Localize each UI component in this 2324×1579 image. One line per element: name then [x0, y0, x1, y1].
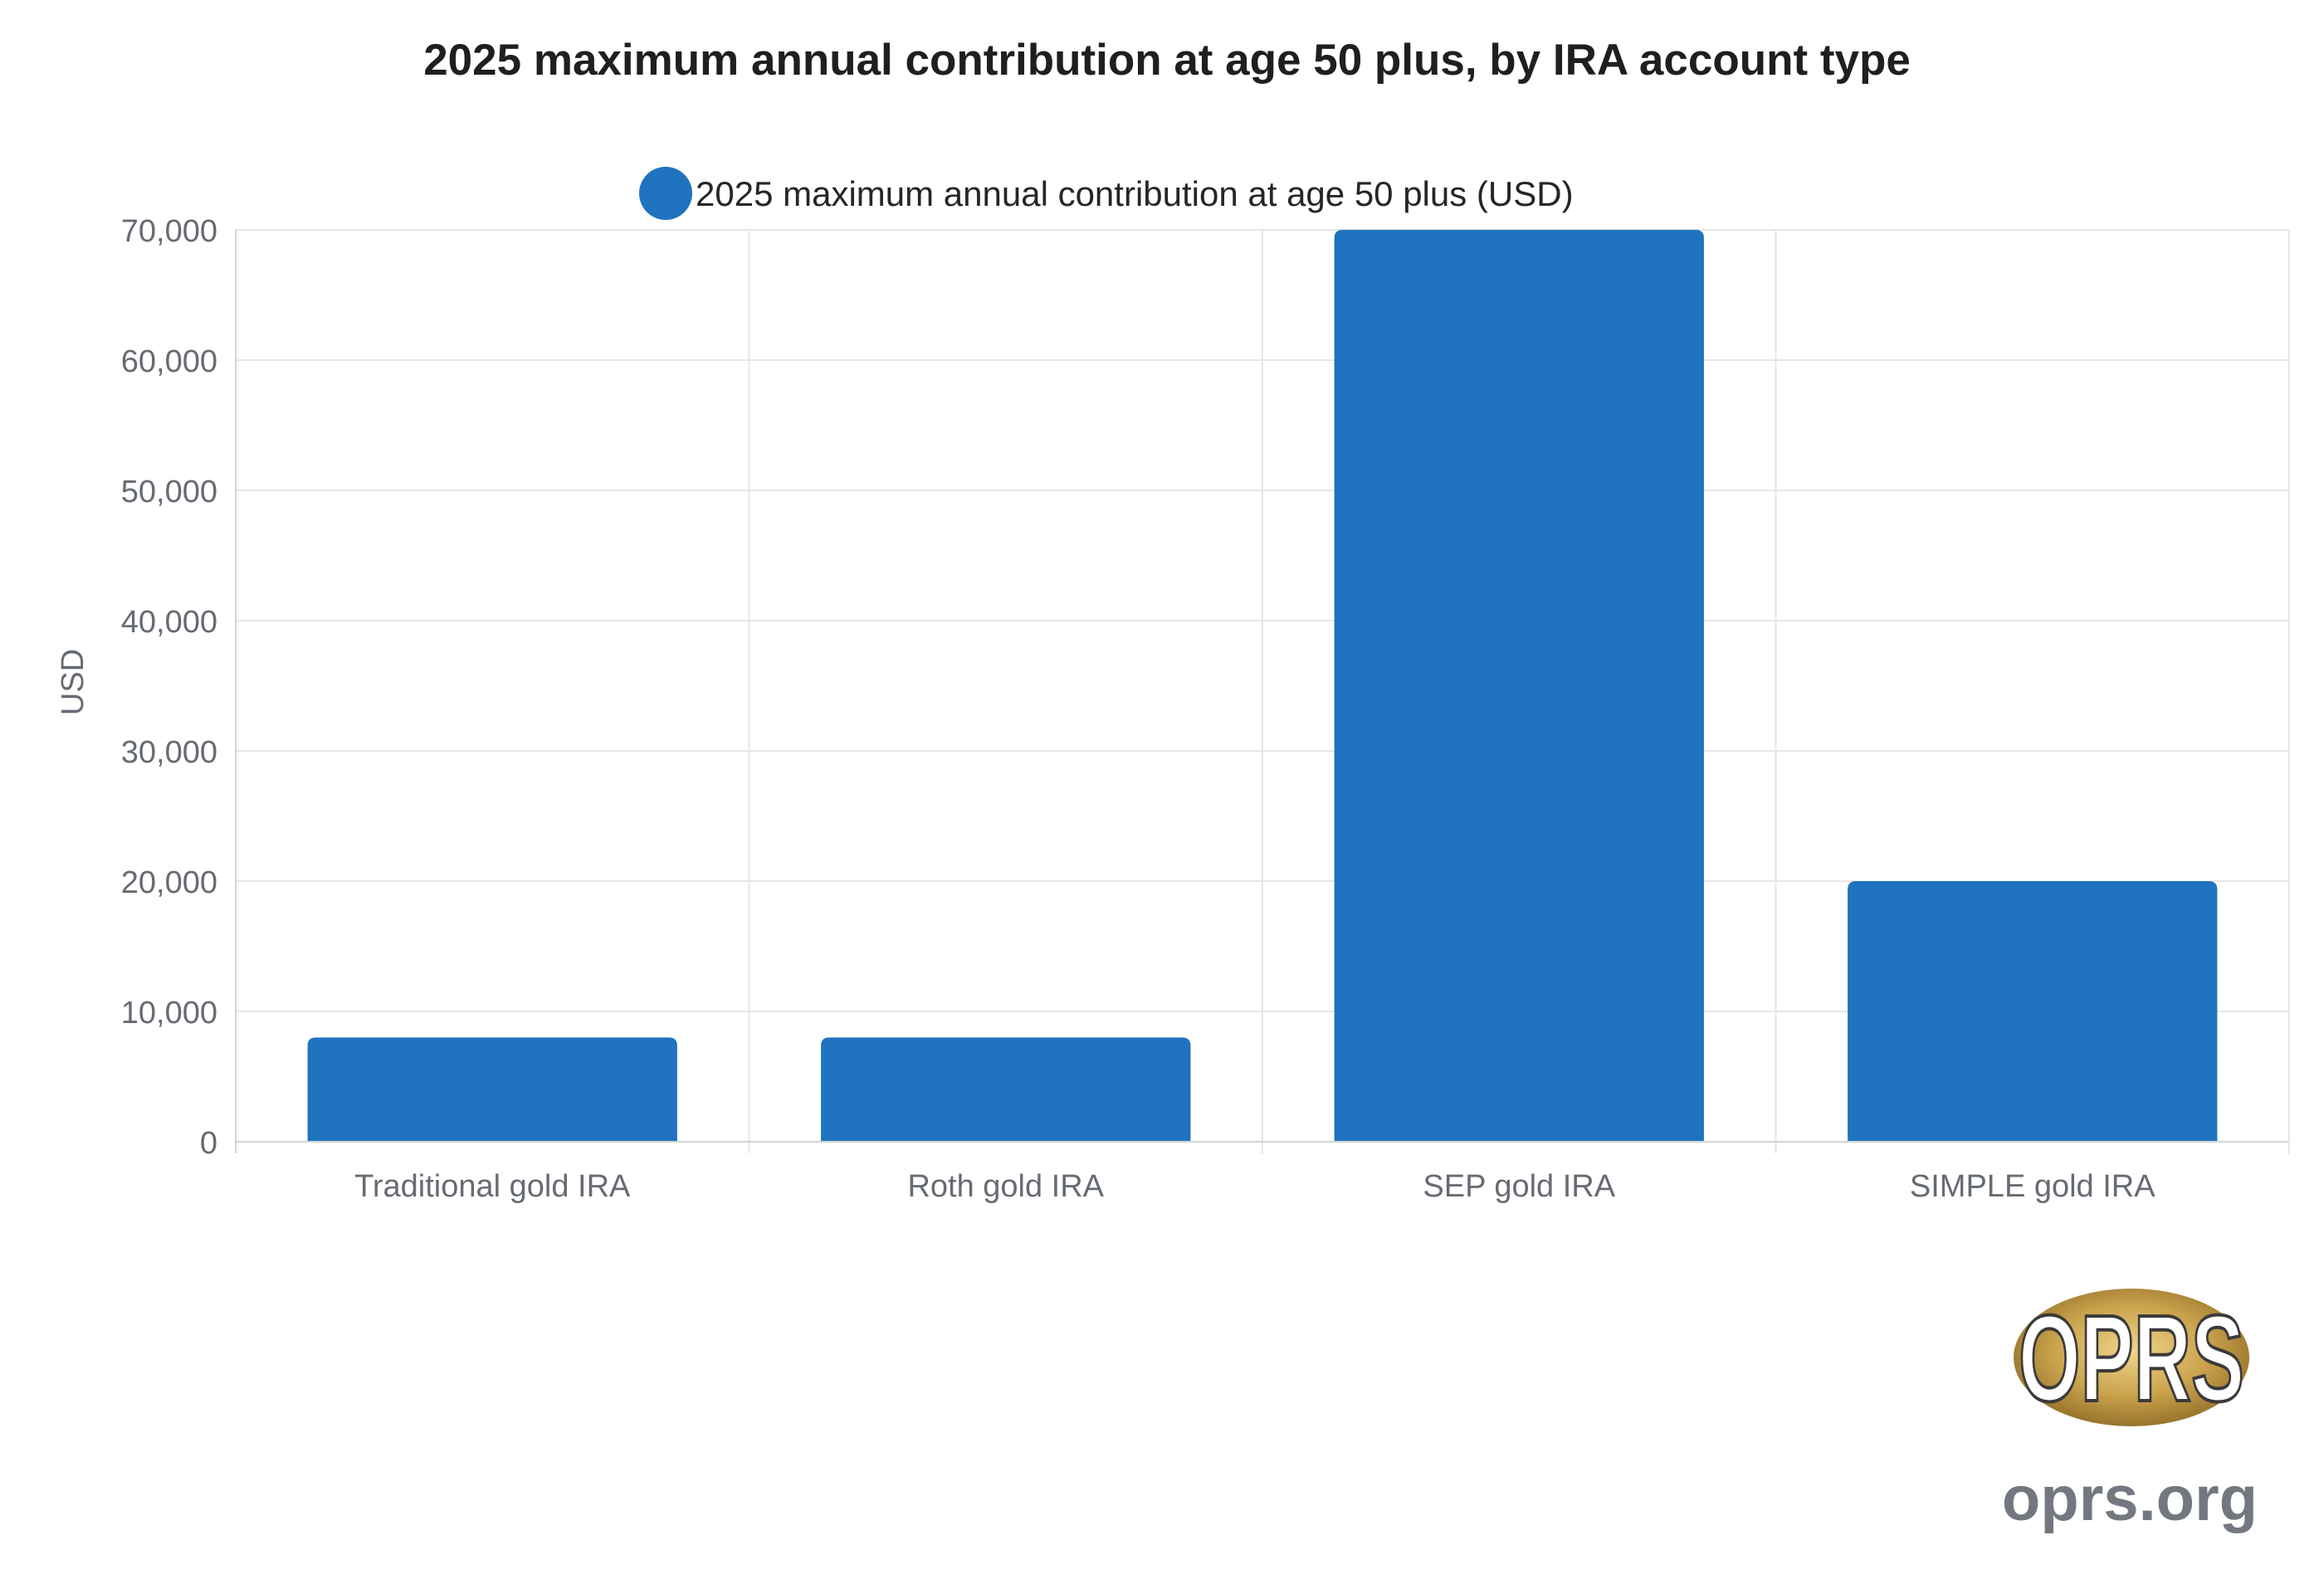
x-tick-label: Traditional gold IRA [354, 1169, 631, 1204]
y-tick-label: 30,000 [121, 735, 217, 770]
x-tick-label: SIMPLE gold IRA [1910, 1169, 2156, 1204]
bar [821, 1037, 1191, 1142]
y-axis-label: USD [56, 649, 90, 715]
bars [307, 230, 2218, 1142]
grid [235, 229, 2290, 1153]
site-url: oprs.org [2002, 1464, 2258, 1534]
legend-label: 2025 maximum annual contribution at age … [696, 174, 1574, 213]
y-tick-label: 10,000 [121, 996, 217, 1031]
y-tick-label: 70,000 [121, 214, 217, 249]
bar [1848, 881, 2218, 1142]
chart-title: 2025 maximum annual contribution at age … [423, 36, 1911, 85]
legend: 2025 maximum annual contribution at age … [639, 167, 1574, 220]
axes: 0 10,000 20,000 30,000 40,000 50,000 60,000 70,… [121, 214, 2289, 1204]
y-tick-label: 50,000 [121, 475, 217, 509]
x-tick-label: SEP gold IRA [1423, 1169, 1615, 1204]
logo-text: OPRS [2019, 1290, 2244, 1427]
x-tick-label: Roth gold IRA [907, 1169, 1104, 1204]
watermark: OPRS oprs.org [2002, 1289, 2258, 1534]
y-tick-label: 60,000 [121, 344, 217, 379]
legend-swatch [639, 167, 692, 220]
y-tick-label: 0 [200, 1126, 217, 1161]
y-tick-label: 40,000 [121, 605, 217, 640]
bar [307, 1037, 677, 1142]
y-tick-label: 20,000 [121, 865, 217, 900]
bar [1334, 230, 1704, 1142]
logo-emblem [2014, 1289, 2249, 1426]
